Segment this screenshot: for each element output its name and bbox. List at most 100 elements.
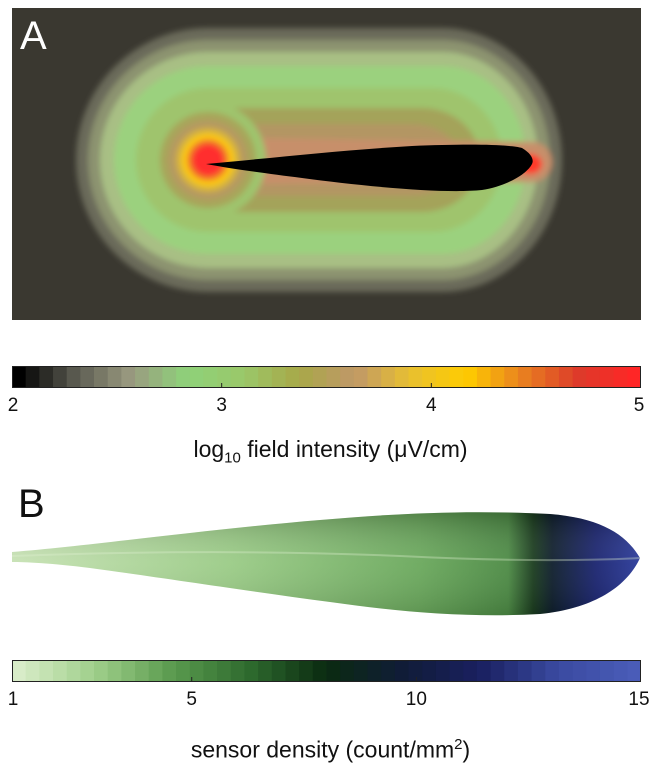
density-colorbar-swatch [299,660,314,682]
density-colorbar-swatch [94,660,109,682]
field-colorbar-swatch [312,366,328,388]
density-colorbar-swatch [463,660,478,682]
density-colorbar-swatch [25,660,40,682]
field-colorbar-swatch [230,366,246,388]
field-colorbar-swatch [217,366,232,388]
field-colorbar-swatch [326,366,341,388]
density-colorbar-swatch [340,660,355,682]
field-colorbar-swatch [299,366,314,388]
density-colorbar-swatch [39,660,54,682]
density-colorbar-swatch [422,660,437,682]
field-colorbar-swatch [613,366,628,388]
density-colorbar-tick-label: 15 [628,689,650,710]
field-colorbar-swatch [162,366,177,388]
field-colorbar-swatch [176,366,191,388]
density-colorbar-swatch [326,660,341,682]
density-colorbar-swatch [217,660,232,682]
field-colorbar-tick-label: 4 [426,395,437,416]
field-colorbar-swatch [367,366,382,388]
field-colorbar-swatch [435,366,451,388]
field-colorbar-swatch [408,366,423,388]
density-colorbar-swatch [121,660,136,682]
density-colorbar-swatch [558,660,574,682]
field-colorbar-swatch [394,366,410,388]
field-colorbar-swatch [25,366,40,388]
field-colorbar-swatch [107,366,122,388]
field-colorbar-swatch [504,366,519,388]
density-colorbar-swatch [599,660,615,682]
sensor-density-axis-label: sensor density (count/mm2) [190,736,471,763]
density-colorbar-swatch [394,660,410,682]
density-colorbar-swatch [12,660,27,682]
field-colorbar-swatch [340,366,355,388]
density-colorbar-swatch [504,660,519,682]
density-colorbar-swatch [517,660,533,682]
field-colorbar-swatch [189,366,205,388]
field-colorbar-swatch [135,366,150,388]
field-colorbar-swatch [463,366,478,388]
field-colorbar-swatch [381,366,396,388]
field-colorbar-swatch [545,366,560,388]
field-colorbar-swatch [148,366,164,388]
field-colorbar-swatch [258,366,273,388]
density-colorbar-swatch [271,660,287,682]
density-colorbar-tick-label: 5 [186,689,197,710]
density-colorbar-swatch [176,660,191,682]
field-colorbar-swatch [572,366,587,388]
field-colorbar-swatch [271,366,287,388]
field-colorbar-swatch [517,366,533,388]
density-colorbar-swatch [66,660,81,682]
field-intensity-colorbar [12,366,641,388]
field-colorbar-swatch [558,366,574,388]
density-colorbar-swatch [203,660,218,682]
field-colorbar-swatch [39,366,54,388]
density-colorbar-swatch [189,660,205,682]
field-colorbar-swatch [422,366,437,388]
field-colorbar-swatch [121,366,136,388]
field-colorbar-swatch [449,366,464,388]
density-colorbar-swatch [107,660,122,682]
density-colorbar-swatch [53,660,68,682]
density-colorbar-swatch [381,660,396,682]
field-colorbar-swatch [80,366,95,388]
density-colorbar-swatch [162,660,177,682]
field-colorbar-swatch [476,366,492,388]
sensor-density-colorbar [12,660,641,682]
field-intensity-map [12,8,641,320]
field-colorbar-swatch [490,366,505,388]
density-colorbar-tick-label: 10 [405,689,427,710]
density-colorbar-swatch [531,660,546,682]
field-colorbar-swatch [12,366,27,388]
density-colorbar-swatch [244,660,259,682]
density-colorbar-swatch [285,660,300,682]
density-colorbar-swatch [80,660,95,682]
field-colorbar-swatch [599,366,615,388]
field-colorbar-tick-label: 5 [633,395,645,416]
field-colorbar-swatch [627,366,641,388]
panel-b-letter: B [18,482,45,526]
density-colorbar-swatch [312,660,328,682]
field-colorbar-swatch [586,366,601,388]
density-colorbar-swatch [148,660,164,682]
field-colorbar-swatch [66,366,81,388]
field-colorbar-swatch [53,366,68,388]
density-colorbar-swatch [490,660,505,682]
sensor-density-body [11,512,641,616]
density-colorbar-swatch [449,660,464,682]
density-colorbar-swatch [572,660,587,682]
density-colorbar-swatch [627,660,641,682]
density-colorbar-swatch [476,660,492,682]
field-colorbar-swatch [94,366,109,388]
density-colorbar-swatch [586,660,601,682]
field-colorbar-tick-label: 2 [7,395,19,416]
panel-a-letter: A [20,14,47,58]
field-colorbar-tick-label: 3 [216,395,227,416]
field-colorbar-swatch [203,366,218,388]
density-colorbar-swatch [353,660,369,682]
field-colorbar-swatch [531,366,546,388]
field-colorbar-frame [12,366,641,388]
density-colorbar-swatch [613,660,628,682]
density-colorbar-tick-label: 1 [7,689,19,710]
density-colorbar-swatch [258,660,273,682]
field-colorbar-swatch [285,366,300,388]
